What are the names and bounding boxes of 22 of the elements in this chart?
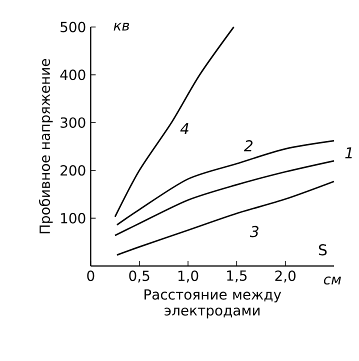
y-tick-label: 100 (61, 212, 86, 224)
series-label: 3 (250, 226, 258, 238)
series-label: 4 (180, 123, 188, 134)
x-tick-label: 0 (87, 270, 94, 282)
series-label: 2 (244, 140, 253, 152)
y-tick-label: 400 (60, 70, 86, 80)
x-axis-title: Расстояние между электродами (144, 289, 282, 318)
series-label: 1 (345, 147, 352, 158)
line-series (114, 160, 335, 236)
x-tick-label: 1,0 (178, 270, 198, 282)
annotation: кв (114, 22, 130, 30)
y-tick-label: 300 (60, 117, 86, 128)
y-tick-label: 200 (60, 165, 86, 176)
x-tick-label: 1,5 (227, 270, 247, 282)
y-axis-title: Пробивное напряжение (38, 59, 53, 234)
line-series (116, 180, 335, 256)
line-series (116, 140, 335, 226)
x-tick-label: 0,5 (129, 270, 150, 282)
text: см (324, 276, 341, 285)
annotation: S (318, 244, 327, 256)
y-tick-label: 500 (60, 22, 86, 32)
x-tick-label: 2,0 (275, 270, 296, 282)
